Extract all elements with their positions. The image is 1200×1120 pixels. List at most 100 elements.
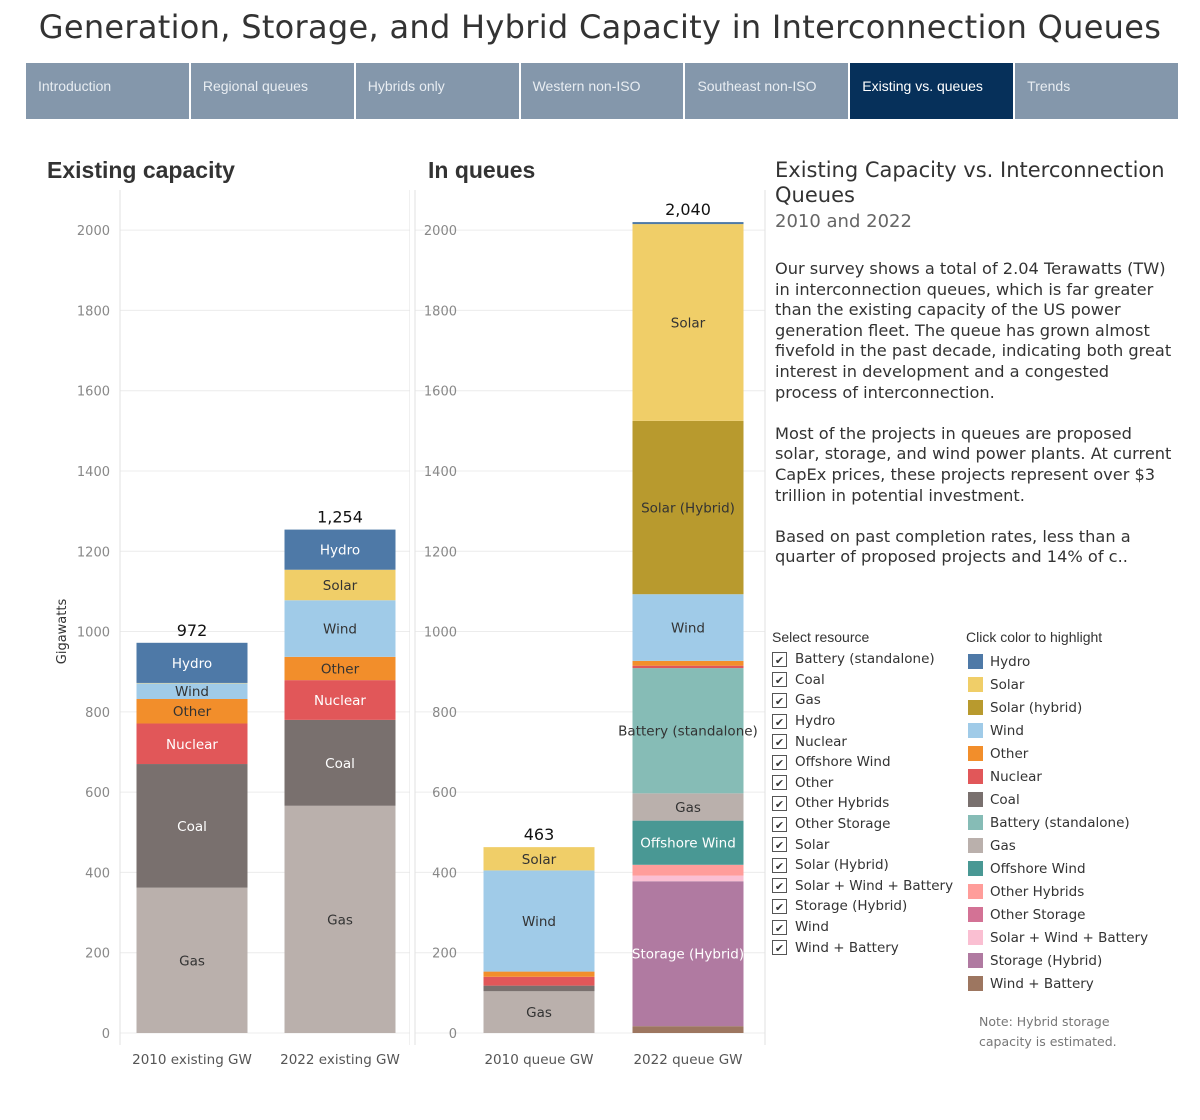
filter-item[interactable]: ✔ Gas bbox=[772, 690, 953, 711]
legend-item[interactable]: Wind + Battery bbox=[968, 972, 1148, 995]
bar-segment[interactable] bbox=[284, 569, 396, 601]
bar-segment[interactable] bbox=[284, 805, 396, 1033]
bar-segment[interactable] bbox=[136, 723, 248, 765]
checkbox-checked-icon[interactable]: ✔ bbox=[772, 734, 787, 750]
tab-hybrids-only[interactable]: Hybrids only bbox=[355, 63, 519, 119]
bar-segment[interactable] bbox=[284, 656, 396, 681]
legend-swatch[interactable] bbox=[968, 746, 983, 761]
bar-segment[interactable] bbox=[632, 864, 744, 876]
checkbox-checked-icon[interactable]: ✔ bbox=[772, 775, 787, 791]
legend-swatch[interactable] bbox=[968, 930, 983, 945]
filter-item[interactable]: ✔ Nuclear bbox=[772, 731, 953, 752]
checkbox-checked-icon[interactable]: ✔ bbox=[772, 857, 787, 873]
bar-segment[interactable] bbox=[632, 793, 744, 821]
filter-item[interactable]: ✔ Storage (Hybrid) bbox=[772, 896, 953, 917]
filter-item[interactable]: ✔ Other Storage bbox=[772, 814, 953, 835]
checkbox-checked-icon[interactable]: ✔ bbox=[772, 651, 787, 667]
legend-item-label: Offshore Wind bbox=[990, 860, 1086, 877]
filter-item[interactable]: ✔ Coal bbox=[772, 670, 953, 691]
legend-item[interactable]: Gas bbox=[968, 834, 1148, 857]
bar-segment[interactable] bbox=[284, 600, 396, 657]
legend-swatch[interactable] bbox=[968, 953, 983, 968]
legend-item[interactable]: Storage (Hybrid) bbox=[968, 949, 1148, 972]
filter-item[interactable]: ✔ Offshore Wind bbox=[772, 752, 953, 773]
legend-item[interactable]: Nuclear bbox=[968, 765, 1148, 788]
legend-item[interactable]: Other Hybrids bbox=[968, 880, 1148, 903]
legend-item[interactable]: Battery (standalone) bbox=[968, 811, 1148, 834]
bar-segment[interactable] bbox=[284, 529, 396, 570]
checkbox-checked-icon[interactable]: ✔ bbox=[772, 816, 787, 832]
bar-segment[interactable] bbox=[136, 642, 248, 683]
legend-swatch[interactable] bbox=[968, 700, 983, 715]
legend-swatch[interactable] bbox=[968, 677, 983, 692]
bar-segment[interactable] bbox=[632, 881, 744, 1027]
filter-item[interactable]: ✔ Solar (Hybrid) bbox=[772, 855, 953, 876]
bar-segment[interactable] bbox=[632, 1026, 744, 1033]
filter-item[interactable]: ✔ Battery (standalone) bbox=[772, 649, 953, 670]
bar-segment[interactable] bbox=[632, 660, 744, 666]
bar-segment[interactable] bbox=[483, 847, 595, 871]
checkbox-checked-icon[interactable]: ✔ bbox=[772, 878, 787, 894]
checkbox-checked-icon[interactable]: ✔ bbox=[772, 919, 787, 935]
legend-swatch[interactable] bbox=[968, 769, 983, 784]
filter-item[interactable]: ✔ Solar bbox=[772, 834, 953, 855]
legend-swatch[interactable] bbox=[968, 884, 983, 899]
legend-swatch[interactable] bbox=[968, 792, 983, 807]
checkbox-checked-icon[interactable]: ✔ bbox=[772, 940, 787, 956]
bar-segment[interactable] bbox=[483, 971, 595, 977]
filter-item[interactable]: ✔ Solar + Wind + Battery bbox=[772, 876, 953, 897]
legend-swatch[interactable] bbox=[968, 861, 983, 876]
legend-swatch[interactable] bbox=[968, 815, 983, 830]
tab-trends[interactable]: Trends bbox=[1015, 63, 1179, 119]
legend-item[interactable]: Other Storage bbox=[968, 903, 1148, 926]
checkbox-checked-icon[interactable]: ✔ bbox=[772, 713, 787, 729]
checkbox-checked-icon[interactable]: ✔ bbox=[772, 898, 787, 914]
legend-item[interactable]: Other bbox=[968, 742, 1148, 765]
legend-item[interactable]: Coal bbox=[968, 788, 1148, 811]
bar-segment[interactable] bbox=[483, 870, 595, 972]
bar-segment[interactable] bbox=[632, 224, 744, 421]
legend-item[interactable]: Hydro bbox=[968, 650, 1148, 673]
bar-segment[interactable] bbox=[136, 699, 248, 724]
tab-existing-vs-queues[interactable]: Existing vs. queues bbox=[850, 63, 1014, 119]
legend-swatch[interactable] bbox=[968, 654, 983, 669]
bar-segment[interactable] bbox=[632, 594, 744, 661]
tab-introduction[interactable]: Introduction bbox=[26, 63, 189, 119]
bar-segment[interactable] bbox=[632, 820, 744, 865]
bar-segment[interactable] bbox=[483, 991, 595, 1033]
filter-item[interactable]: ✔ Hydro bbox=[772, 711, 953, 732]
tab-regional-queues[interactable]: Regional queues bbox=[190, 63, 354, 119]
tab-western-non-iso[interactable]: Western non-ISO bbox=[520, 63, 684, 119]
checkbox-checked-icon[interactable]: ✔ bbox=[772, 672, 787, 688]
bar-segment[interactable] bbox=[632, 665, 744, 669]
legend-item[interactable]: Offshore Wind bbox=[968, 857, 1148, 880]
bar-segment[interactable] bbox=[632, 420, 744, 595]
legend-item[interactable]: Solar bbox=[968, 673, 1148, 696]
filter-item[interactable]: ✔ Wind + Battery bbox=[772, 937, 953, 958]
bar-segment[interactable] bbox=[136, 683, 248, 699]
filter-item[interactable]: ✔ Other bbox=[772, 773, 953, 794]
tab-southeast-non-iso[interactable]: Southeast non-ISO bbox=[685, 63, 849, 119]
legend-swatch[interactable] bbox=[968, 723, 983, 738]
legend-item[interactable]: Wind bbox=[968, 719, 1148, 742]
bar-segment[interactable] bbox=[483, 985, 595, 992]
bar-segment[interactable] bbox=[632, 875, 744, 882]
bar-segment[interactable] bbox=[136, 887, 248, 1033]
bar-segment[interactable] bbox=[632, 668, 744, 794]
bar-segment[interactable] bbox=[632, 222, 744, 225]
bar-segment[interactable] bbox=[483, 976, 595, 986]
checkbox-checked-icon[interactable]: ✔ bbox=[772, 795, 787, 811]
filter-item[interactable]: ✔ Wind bbox=[772, 917, 953, 938]
checkbox-checked-icon[interactable]: ✔ bbox=[772, 837, 787, 853]
legend-swatch[interactable] bbox=[968, 976, 983, 991]
legend-swatch[interactable] bbox=[968, 907, 983, 922]
checkbox-checked-icon[interactable]: ✔ bbox=[772, 754, 787, 770]
bar-segment[interactable] bbox=[136, 764, 248, 888]
bar-segment[interactable] bbox=[284, 680, 396, 720]
filter-item[interactable]: ✔ Other Hybrids bbox=[772, 793, 953, 814]
legend-swatch[interactable] bbox=[968, 838, 983, 853]
checkbox-checked-icon[interactable]: ✔ bbox=[772, 692, 787, 708]
bar-segment[interactable] bbox=[284, 719, 396, 806]
legend-item[interactable]: Solar (hybrid) bbox=[968, 696, 1148, 719]
legend-item[interactable]: Solar + Wind + Battery bbox=[968, 926, 1148, 949]
